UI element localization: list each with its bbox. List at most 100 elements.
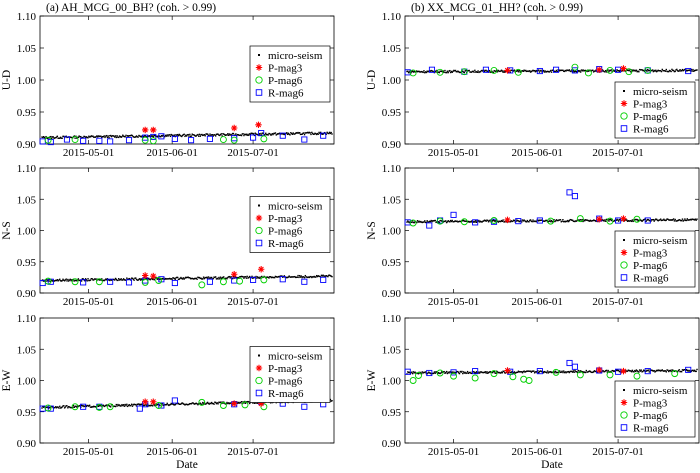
micro-point	[627, 220, 630, 222]
p-mag3-point	[150, 126, 157, 134]
micro-point	[113, 135, 115, 137]
micro-point	[581, 371, 583, 373]
micro-point	[530, 220, 533, 222]
series-p-mag6	[44, 135, 268, 145]
micro-point	[210, 277, 212, 280]
micro-point	[294, 275, 296, 278]
micro-point	[634, 70, 637, 72]
micro-point	[213, 276, 215, 278]
micro-point	[432, 71, 435, 73]
micro-point	[194, 402, 197, 405]
r-mag6-point	[301, 136, 308, 143]
micro-point	[238, 402, 240, 404]
micro-point	[463, 372, 466, 374]
micro-point	[530, 70, 533, 73]
micro-point	[674, 218, 676, 221]
micro-point	[290, 132, 293, 135]
micro-point	[146, 136, 148, 138]
p-mag6-point	[576, 215, 584, 223]
p-mag6-point	[633, 215, 641, 223]
micro-point	[546, 372, 548, 374]
x-tick-label: 2015-05-01	[428, 147, 479, 159]
micro-point	[547, 70, 550, 73]
p-mag6-point	[155, 402, 163, 409]
micro-point	[211, 134, 214, 136]
micro-point	[269, 276, 272, 278]
micro-point	[80, 135, 82, 138]
micro-point	[669, 369, 672, 372]
p-mag6-point	[490, 66, 498, 74]
micro-point	[164, 134, 167, 137]
micro-point	[68, 279, 71, 281]
micro-point	[248, 276, 250, 279]
micro-point	[165, 278, 168, 280]
micro-point	[415, 70, 418, 72]
micro-point	[686, 369, 689, 372]
micro-point	[636, 370, 638, 372]
micro-point	[491, 71, 494, 74]
micro-point	[686, 218, 689, 220]
micro-point	[174, 403, 176, 406]
micro-point	[553, 219, 555, 221]
micro-point	[429, 372, 432, 374]
micro-point	[64, 406, 67, 408]
micro-point	[149, 405, 151, 407]
micro-point	[636, 70, 638, 73]
micro-point	[407, 220, 409, 222]
micro-point	[678, 70, 680, 72]
micro-point	[418, 70, 420, 73]
micro-point	[566, 69, 568, 71]
micro-point	[183, 403, 185, 405]
micro-point	[202, 134, 204, 137]
micro-point	[428, 221, 430, 223]
micro-point	[112, 135, 114, 137]
micro-point	[546, 370, 549, 372]
micro-point	[227, 276, 229, 279]
micro-point	[499, 372, 501, 374]
micro-point	[470, 71, 473, 73]
p-mag6-point	[633, 372, 641, 380]
micro-point	[285, 276, 287, 278]
micro-point	[466, 220, 468, 222]
micro-point	[529, 370, 532, 372]
y-tick-label: 0.95	[382, 257, 402, 269]
micro-point	[418, 220, 420, 222]
micro-point	[91, 278, 93, 280]
micro-point	[441, 371, 444, 373]
micro-point	[328, 131, 331, 134]
micro-point	[143, 404, 145, 407]
micro-point	[427, 221, 429, 223]
micro-point	[92, 279, 95, 281]
micro-point	[429, 220, 432, 223]
micro-point	[96, 135, 98, 137]
micro-point	[549, 219, 551, 221]
micro-point	[659, 70, 661, 72]
micro-point	[200, 277, 202, 279]
micro-point	[676, 219, 679, 222]
micro-point	[538, 219, 541, 221]
r-mag6-point	[125, 137, 133, 144]
micro-point	[330, 275, 332, 277]
micro-point	[65, 278, 67, 280]
micro-point	[497, 69, 499, 72]
y-tick-label: 0.90	[17, 139, 37, 151]
micro-point	[541, 71, 543, 73]
micro-point	[638, 369, 641, 371]
micro-point	[659, 70, 662, 72]
micro-point	[525, 70, 528, 73]
micro-point	[55, 279, 57, 282]
micro-point	[406, 221, 408, 223]
micro-point	[277, 133, 280, 135]
micro-point	[105, 279, 108, 281]
micro-point	[79, 136, 81, 138]
y-tick-label: 1.00	[17, 226, 37, 238]
micro-point	[136, 279, 139, 281]
micro-point	[210, 402, 212, 405]
micro-point	[87, 278, 89, 280]
micro-point	[463, 220, 466, 222]
micro-point	[654, 70, 656, 72]
micro-point	[458, 372, 461, 375]
micro-point	[527, 220, 529, 223]
micro-point	[185, 403, 188, 405]
micro-point	[122, 279, 124, 281]
